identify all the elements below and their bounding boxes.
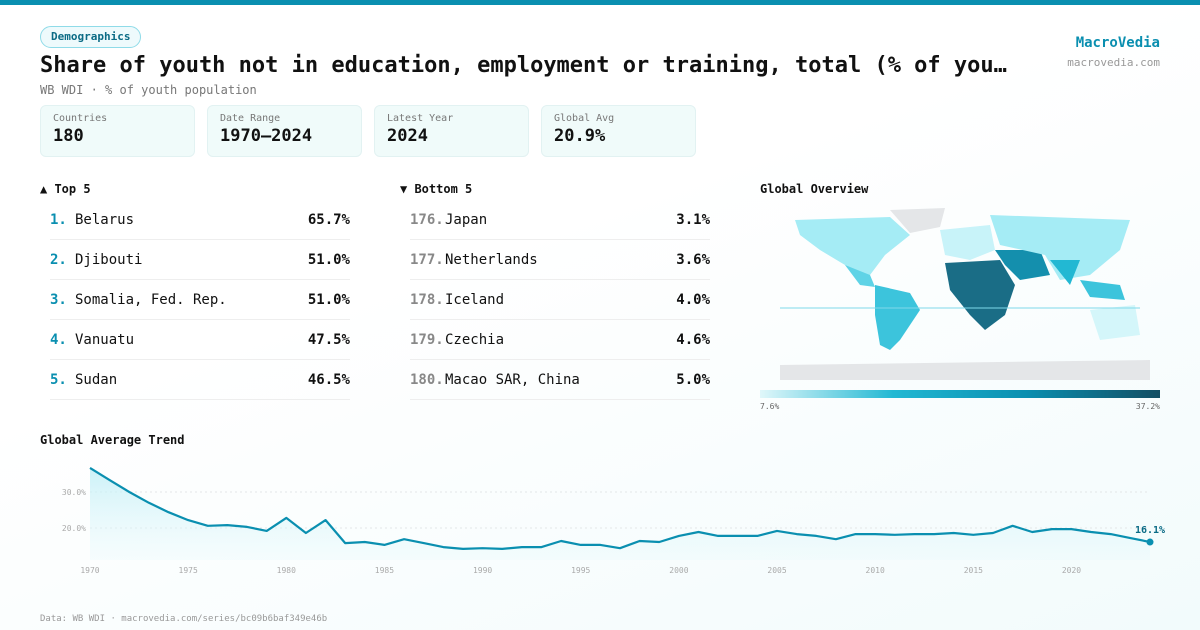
stat-value: 1970–2024 xyxy=(220,126,313,146)
rank: 178. xyxy=(410,291,444,308)
rank: 180. xyxy=(410,371,444,388)
map-central-america xyxy=(845,265,875,287)
rank: 179. xyxy=(410,331,444,348)
list-item[interactable]: 2. Djibouti 51.0% xyxy=(50,240,350,280)
country-name: Iceland xyxy=(445,291,505,308)
map-asia xyxy=(990,215,1130,280)
country-value: 5.0% xyxy=(676,371,710,388)
country-value: 51.0% xyxy=(307,251,350,268)
country-name: Somalia, Fed. Rep. xyxy=(75,291,227,308)
x-tick-label: 1970 xyxy=(80,566,99,575)
map-middle-east xyxy=(995,250,1050,280)
stat-card-latest-year: Latest Year 2024 xyxy=(374,105,529,157)
country-value: 46.5% xyxy=(307,371,350,388)
country-value: 4.6% xyxy=(676,331,710,348)
stat-label: Global Avg xyxy=(554,113,615,124)
map-color-scale xyxy=(760,390,1160,398)
map-europe xyxy=(940,225,995,260)
y-tick-label: 20.0% xyxy=(62,524,86,533)
scale-min-label: 7.6% xyxy=(760,402,780,411)
x-tick-label: 1980 xyxy=(277,566,296,575)
trend-area xyxy=(90,467,1150,560)
list-item[interactable]: 4. Vanuatu 47.5% xyxy=(50,320,350,360)
page-subtitle: WB WDI · % of youth population xyxy=(40,83,257,97)
x-tick-label: 2020 xyxy=(1062,566,1081,575)
country-name: Sudan xyxy=(75,371,118,388)
scale-max-label: 37.2% xyxy=(1135,402,1160,411)
country-value: 4.0% xyxy=(676,291,710,308)
footer-source: Data: WB WDI · macrovedia.com/series/bc0… xyxy=(40,614,328,624)
category-badge[interactable]: Demographics xyxy=(40,26,142,48)
country-name: Japan xyxy=(445,211,488,228)
rank: 5. xyxy=(50,371,67,388)
map-australia xyxy=(1090,305,1140,340)
country-name: Macao SAR, China xyxy=(445,371,580,388)
list-item[interactable]: 1. Belarus 65.7% xyxy=(50,200,350,240)
country-value: 65.7% xyxy=(307,211,350,228)
brand-url[interactable]: macrovedia.com xyxy=(1067,56,1160,69)
x-tick-label: 2015 xyxy=(964,566,983,575)
list-item[interactable]: 179. Czechia 4.6% xyxy=(410,320,710,360)
x-tick-label: 1990 xyxy=(473,566,492,575)
stat-label: Latest Year xyxy=(387,113,454,124)
bottom5-heading: ▼ Bottom 5 xyxy=(400,182,473,196)
stat-value: 180 xyxy=(53,126,84,146)
x-tick-label: 1975 xyxy=(179,566,198,575)
x-tick-label: 1985 xyxy=(375,566,394,575)
country-name: Belarus xyxy=(75,211,135,228)
country-value: 3.1% xyxy=(676,211,710,228)
map-heading: Global Overview xyxy=(760,182,869,196)
country-name: Czechia xyxy=(445,331,505,348)
rank: 3. xyxy=(50,291,67,308)
y-tick-label: 30.0% xyxy=(62,488,86,497)
list-item[interactable]: 176. Japan 3.1% xyxy=(410,200,710,240)
map-antarctica xyxy=(780,360,1150,380)
page-title: Share of youth not in education, employm… xyxy=(40,53,1010,78)
top5-heading: ▲ Top 5 xyxy=(40,182,91,196)
country-name: Djibouti xyxy=(75,251,143,268)
country-name: Netherlands xyxy=(445,251,538,268)
map-southeast-asia xyxy=(1080,280,1125,300)
country-name: Vanuatu xyxy=(75,331,135,348)
brand-logo[interactable]: MacroVedia xyxy=(1075,35,1160,51)
stat-card-global-avg: Global Avg 20.9% xyxy=(541,105,696,157)
top-accent-bar xyxy=(0,0,1200,5)
x-tick-label: 2010 xyxy=(866,566,885,575)
map-greenland xyxy=(890,208,945,233)
rank: 4. xyxy=(50,331,67,348)
stat-card-date-range: Date Range 1970–2024 xyxy=(207,105,362,157)
rank: 176. xyxy=(410,211,444,228)
list-item[interactable]: 3. Somalia, Fed. Rep. 51.0% xyxy=(50,280,350,320)
last-value-label: 16.1% xyxy=(1135,525,1165,536)
country-value: 51.0% xyxy=(307,291,350,308)
map-south-asia xyxy=(1050,260,1080,285)
list-item[interactable]: 5. Sudan 46.5% xyxy=(50,360,350,400)
rank: 177. xyxy=(410,251,444,268)
x-tick-label: 1995 xyxy=(571,566,590,575)
x-tick-label: 2005 xyxy=(767,566,786,575)
list-item[interactable]: 177. Netherlands 3.6% xyxy=(410,240,710,280)
stat-card-countries: Countries 180 xyxy=(40,105,195,157)
list-item[interactable]: 178. Iceland 4.0% xyxy=(410,280,710,320)
stat-label: Date Range xyxy=(220,113,281,124)
trend-line xyxy=(89,466,1151,550)
country-value: 3.6% xyxy=(676,251,710,268)
world-map[interactable] xyxy=(760,205,1160,380)
rank: 2. xyxy=(50,251,67,268)
x-tick-label: 2000 xyxy=(669,566,688,575)
rank: 1. xyxy=(50,211,67,228)
country-value: 47.5% xyxy=(307,331,350,348)
data-point xyxy=(1146,538,1154,546)
trend-heading: Global Average Trend xyxy=(40,433,185,447)
map-north-america xyxy=(795,217,910,277)
list-item[interactable]: 180. Macao SAR, China 5.0% xyxy=(410,360,710,400)
map-africa xyxy=(945,260,1015,330)
stat-label: Countries xyxy=(53,113,108,124)
map-south-america xyxy=(875,285,920,350)
stat-value: 20.9% xyxy=(554,126,606,146)
stat-value: 2024 xyxy=(387,126,428,146)
trend-chart[interactable]: 20.0% 30.0% 1970 1975 1980 1985 1990 1995 2000 20… xyxy=(0,450,1200,580)
